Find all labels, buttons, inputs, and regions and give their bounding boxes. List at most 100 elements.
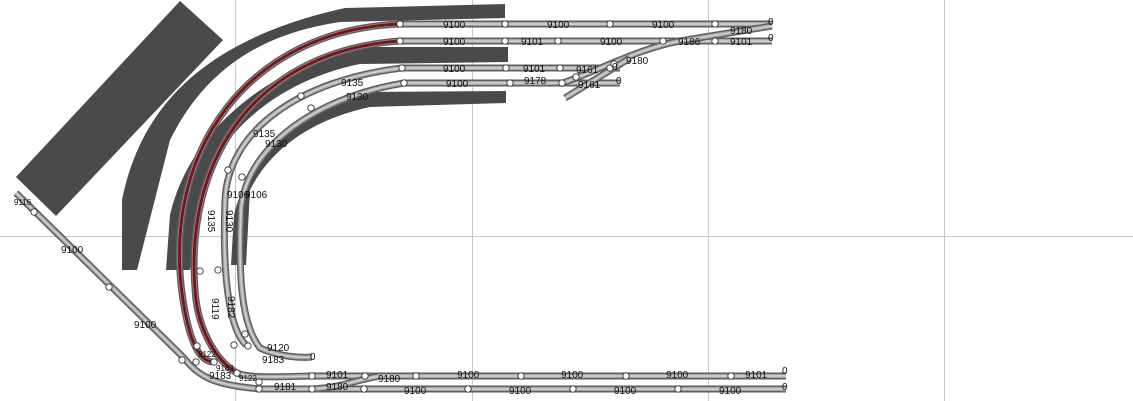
label-curve-c: 9135 — [253, 129, 276, 140]
track-bottom-1[interactable] — [235, 369, 786, 381]
track-joint[interactable] — [196, 267, 204, 275]
label-bottom-row1-g: 0 — [782, 366, 788, 377]
label-bottom-row2-f: 9100 — [719, 386, 742, 397]
label-bottom-row2-a: 9181 — [274, 382, 297, 393]
track-joint[interactable] — [230, 341, 238, 349]
track-joint[interactable] — [501, 20, 509, 28]
label-left-b: 9100 — [61, 245, 84, 256]
label-bottom-row2-g: 0 — [782, 382, 788, 393]
label-top-row2-e: 9101 — [730, 37, 753, 48]
label-bottom-area-c: 0 — [310, 352, 316, 363]
label-bottom-row1-e: 9100 — [666, 370, 689, 381]
platform-outer-curve[interactable] — [122, 4, 505, 270]
track-joint[interactable] — [210, 358, 218, 366]
label-bottom-row1-f: 9101 — [745, 370, 768, 381]
track-joint[interactable] — [711, 20, 719, 28]
label-top-row4-b: 9178 — [524, 76, 547, 87]
label-top-row1-d: 9180 — [730, 26, 753, 37]
track-top-crossover-tie — [559, 25, 773, 85]
label-bottom-row1-d: 9100 — [561, 370, 584, 381]
track-joint[interactable] — [193, 342, 201, 350]
track-joint[interactable] — [214, 266, 222, 274]
track-joint[interactable] — [308, 372, 316, 380]
track-joint[interactable] — [396, 20, 404, 28]
track-joint[interactable] — [610, 60, 618, 68]
track-joint[interactable] — [517, 372, 525, 380]
track-top-crossover[interactable] — [558, 22, 773, 88]
label-top-row3-a: 9100 — [443, 64, 466, 75]
label-bottom-row1-b: 9180 — [326, 382, 349, 393]
label-curve-d: 9130 — [265, 139, 288, 150]
track-joint[interactable] — [30, 208, 38, 216]
label-top-row1-a: 9100 — [443, 20, 466, 31]
track-joint[interactable] — [241, 330, 249, 338]
label-curve-j: 9182 — [225, 296, 236, 319]
track-joint[interactable] — [502, 64, 510, 72]
label-bottom-area-b: 9183 — [262, 355, 285, 366]
label-top-row2-a: 9100 — [443, 37, 466, 48]
track-joint[interactable] — [307, 104, 315, 112]
track-joint[interactable] — [727, 372, 735, 380]
platform-diagonal[interactable] — [16, 1, 223, 216]
track-joint[interactable] — [622, 372, 630, 380]
track-selected-highlight-2[interactable] — [192, 39, 401, 375]
track-joint[interactable] — [556, 64, 564, 72]
label-bottom-row1-c: 9100 — [457, 370, 480, 381]
track-joint[interactable] — [244, 342, 252, 350]
label-bottom-row1-a: 9101 — [326, 370, 349, 381]
label-top-row3-c: 9161 — [576, 65, 599, 76]
label-top-row2-f: 0 — [768, 33, 774, 44]
label-curve-b: 9130 — [346, 92, 369, 103]
track-joint[interactable] — [711, 37, 719, 45]
track-joint[interactable] — [224, 166, 232, 174]
label-left-c: 9100 — [134, 320, 157, 331]
track-joint[interactable] — [558, 79, 566, 87]
track-joint[interactable] — [396, 37, 404, 45]
track-joint[interactable] — [554, 37, 562, 45]
track-joint[interactable] — [255, 378, 263, 386]
track-joint[interactable] — [238, 173, 246, 181]
label-top-row3-d: 0 — [612, 62, 618, 73]
label-curve-e: 9106 — [227, 190, 250, 201]
track-joint[interactable] — [105, 283, 113, 291]
track-joint[interactable] — [659, 37, 667, 45]
track-joint[interactable] — [178, 356, 186, 364]
track-curve-a[interactable] — [220, 64, 403, 348]
track-joint[interactable] — [400, 79, 408, 87]
track-top-spur[interactable] — [563, 55, 632, 101]
track-joint[interactable] — [569, 385, 577, 393]
track-joint[interactable] — [297, 92, 305, 100]
track-joint[interactable] — [360, 385, 368, 393]
platform-inner-curve[interactable] — [231, 91, 506, 265]
label-bottom-area-a: 9120 — [267, 343, 290, 354]
track-joint[interactable] — [255, 385, 263, 393]
label-top-row3-e: 9180 — [626, 56, 649, 67]
label-bottom-row2-c: 9100 — [404, 386, 427, 397]
track-joint[interactable] — [464, 385, 472, 393]
label-curve-g: 9135 — [205, 210, 216, 233]
track-joint[interactable] — [606, 20, 614, 28]
track-joint[interactable] — [674, 385, 682, 393]
track-joint[interactable] — [233, 369, 241, 377]
label-top-row2-b: 9101 — [521, 37, 544, 48]
track-joint[interactable] — [501, 37, 509, 45]
label-bottom-area-e: 9183 — [216, 364, 234, 373]
track-bottom-cross[interactable] — [311, 372, 381, 393]
track-joints — [30, 20, 735, 393]
label-left-a: 9116 — [14, 198, 32, 207]
track-curve-a-tie — [223, 67, 403, 346]
track-joint[interactable] — [572, 73, 580, 81]
track-curve-b[interactable] — [236, 79, 405, 361]
label-top-row4-d: 0 — [616, 76, 622, 87]
track-joint[interactable] — [361, 372, 369, 380]
track-joint[interactable] — [506, 79, 514, 87]
label-top-row3-b: 9101 — [523, 64, 546, 75]
track-joint[interactable] — [308, 385, 316, 393]
track-joint[interactable] — [192, 358, 200, 366]
track-joint[interactable] — [412, 372, 420, 380]
track-joint[interactable] — [398, 64, 406, 72]
label-top-row1-b: 9100 — [547, 20, 570, 31]
label-bottom-area-f: 9183 — [209, 371, 232, 382]
label-bottom-row2-d: 9100 — [509, 386, 532, 397]
